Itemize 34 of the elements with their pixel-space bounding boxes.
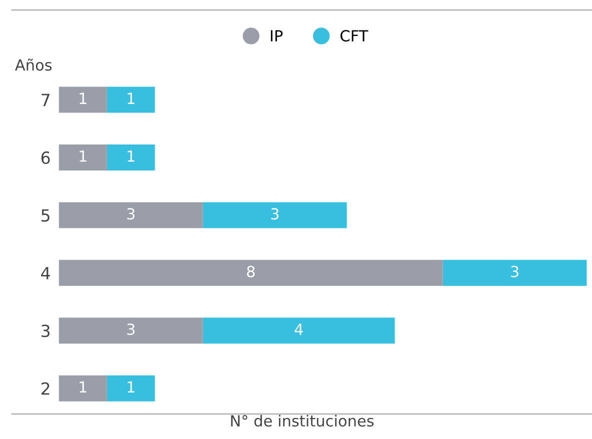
x-axis-title: N° de instituciones (231, 414, 374, 427)
data-label: 1 (128, 381, 134, 393)
y-axis-title: Años (15, 58, 52, 71)
bar (58, 202, 203, 228)
bar (106, 86, 155, 113)
data-label: 1 (80, 381, 86, 393)
bar (58, 144, 107, 170)
bar (106, 375, 155, 402)
bar (202, 202, 347, 228)
bar (58, 260, 443, 286)
data-label: 1 (80, 92, 86, 104)
bar (58, 318, 203, 344)
data-label: 3 (511, 266, 518, 278)
bar (442, 260, 587, 286)
bar (58, 375, 107, 402)
data-label: 4 (294, 324, 303, 335)
y-tick-label: 3 (42, 324, 50, 338)
bar (106, 144, 155, 170)
data-label: 1 (128, 92, 134, 104)
legend-label: IP (270, 30, 283, 42)
data-label: 1 (80, 150, 86, 162)
data-label: 3 (271, 208, 278, 220)
data-label: 3 (127, 208, 135, 220)
y-tick-label: 7 (42, 94, 50, 106)
bar (202, 318, 395, 344)
data-label: 1 (128, 150, 134, 162)
data-label: 8 (247, 266, 255, 278)
data-label: 3 (127, 323, 135, 336)
bar (58, 86, 107, 113)
y-tick-label: 5 (42, 209, 50, 222)
y-tick-label: 2 (42, 382, 50, 395)
legend-label: CFT (340, 30, 368, 42)
y-tick-label: 6 (41, 151, 50, 164)
y-tick-label: 4 (41, 267, 50, 280)
